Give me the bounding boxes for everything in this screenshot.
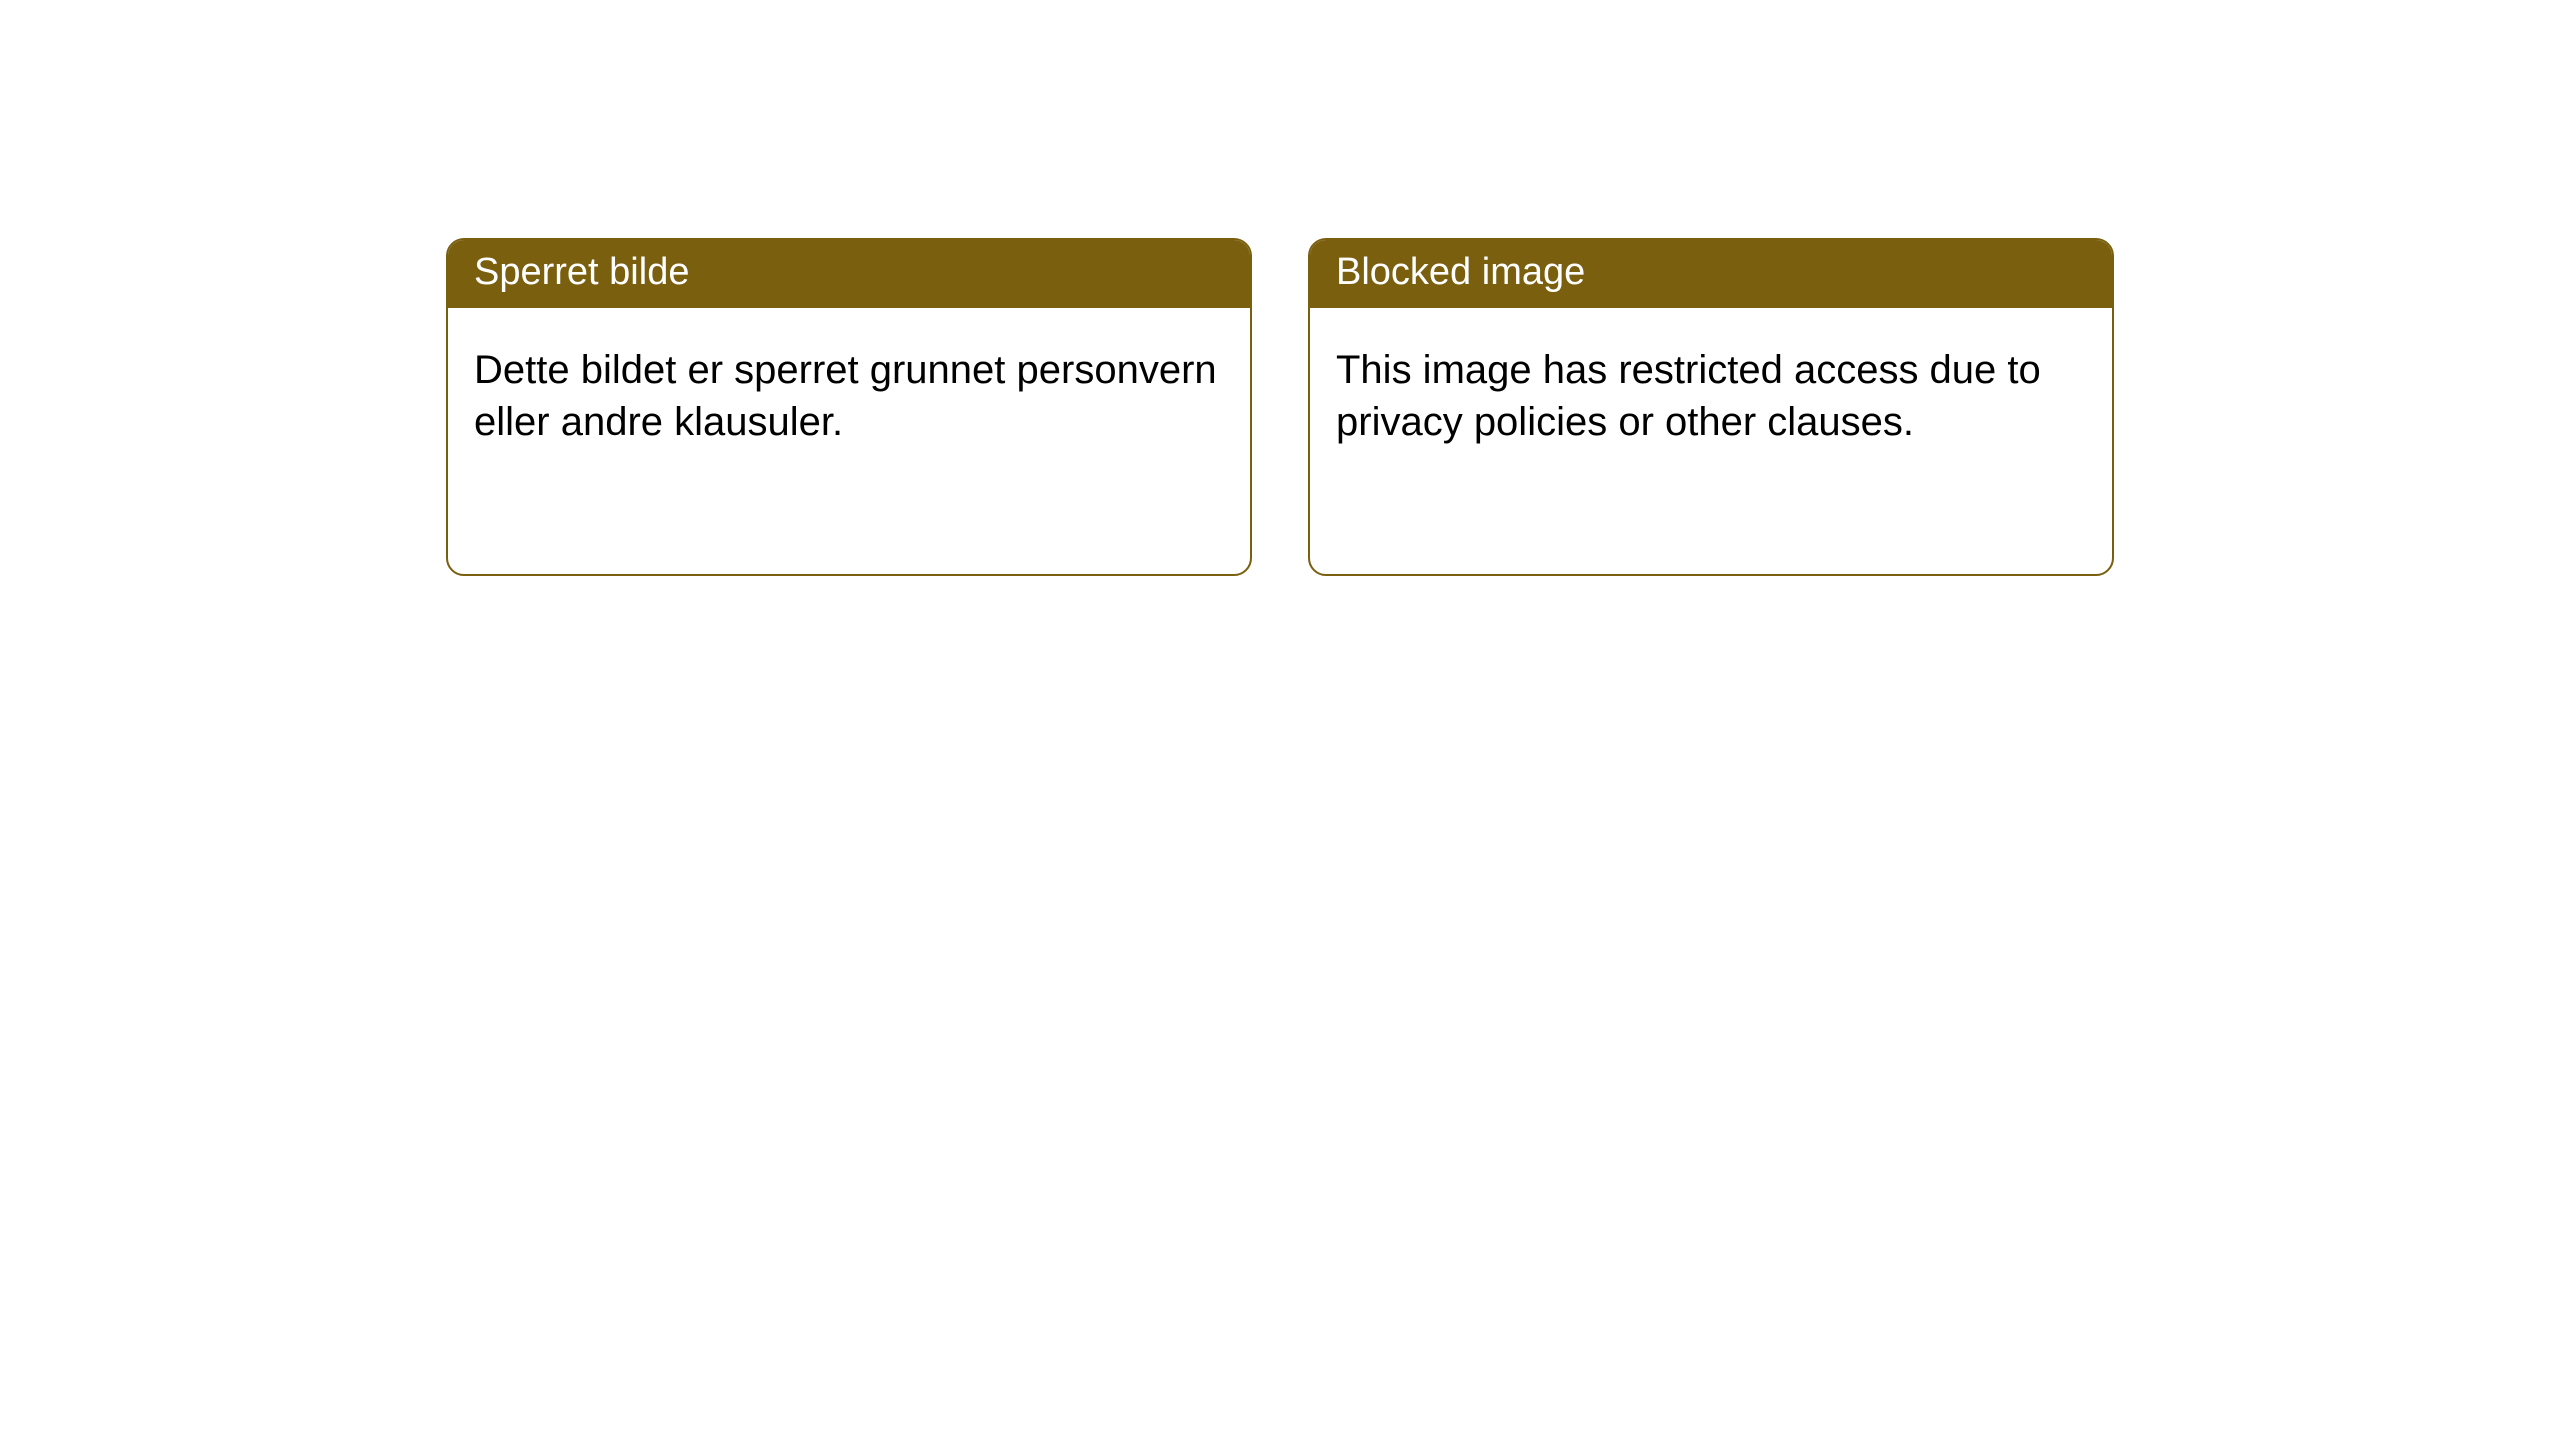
blocked-image-card-no: Sperret bilde Dette bildet er sperret gr… (446, 238, 1252, 576)
card-title-no: Sperret bilde (448, 240, 1250, 308)
card-title-en: Blocked image (1310, 240, 2112, 308)
card-body-no: Dette bildet er sperret grunnet personve… (448, 308, 1250, 476)
notice-container: Sperret bilde Dette bildet er sperret gr… (0, 0, 2560, 576)
card-body-en: This image has restricted access due to … (1310, 308, 2112, 476)
blocked-image-card-en: Blocked image This image has restricted … (1308, 238, 2114, 576)
